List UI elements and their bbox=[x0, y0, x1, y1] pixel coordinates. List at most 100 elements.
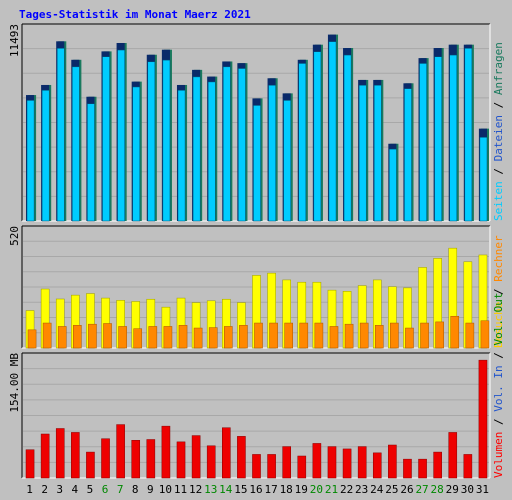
bar-seiten-1 bbox=[26, 100, 35, 222]
x-label-15: 15 bbox=[234, 483, 247, 496]
bar-rechner-19 bbox=[299, 322, 309, 349]
bar-seiten-17 bbox=[268, 85, 276, 222]
x-label-26: 26 bbox=[400, 483, 413, 496]
bar-rechner-12 bbox=[193, 327, 203, 349]
x-label-9: 9 bbox=[147, 483, 154, 496]
bar-volumen-2 bbox=[40, 433, 50, 479]
x-label-4: 4 bbox=[72, 483, 79, 496]
bar-rechner-20 bbox=[314, 322, 324, 349]
volume-bars bbox=[25, 359, 488, 479]
bar-seiten-25 bbox=[389, 148, 397, 222]
bar-rechner-2 bbox=[42, 322, 52, 349]
bar-volumen-10 bbox=[161, 425, 171, 479]
bar-volumen-24 bbox=[372, 452, 382, 479]
bar-seiten-14 bbox=[223, 66, 231, 222]
bar-seiten-24 bbox=[373, 85, 382, 222]
bar-volumen-29 bbox=[448, 432, 458, 479]
bar-seiten-26 bbox=[404, 88, 412, 222]
x-label-14: 14 bbox=[219, 483, 233, 496]
x-label-12: 12 bbox=[189, 483, 202, 496]
bar-rechner-11 bbox=[178, 325, 188, 349]
bar-volumen-16 bbox=[252, 454, 261, 479]
legend-separator: / bbox=[492, 346, 505, 366]
x-label-20: 20 bbox=[310, 483, 323, 496]
legend-separator: / bbox=[492, 161, 505, 181]
x-label-6: 6 bbox=[102, 483, 109, 496]
bar-volumen-27 bbox=[418, 458, 427, 479]
x-label-18: 18 bbox=[280, 483, 293, 496]
bar-rechner-15 bbox=[239, 325, 248, 349]
bar-volumen-25 bbox=[388, 444, 397, 479]
bar-rechner-28 bbox=[435, 321, 444, 349]
legend-item: Vol. In bbox=[492, 365, 505, 411]
x-label-30: 30 bbox=[461, 483, 474, 496]
bar-rechner-31 bbox=[480, 320, 490, 349]
bar-seiten-13 bbox=[207, 81, 216, 222]
bar-rechner-7 bbox=[118, 326, 127, 349]
bar-seiten-3 bbox=[56, 48, 65, 222]
top-y-max-label: 11493 bbox=[8, 24, 21, 57]
bar-seiten-8 bbox=[132, 86, 141, 222]
bar-volumen-20 bbox=[312, 443, 322, 479]
bar-volumen-4 bbox=[71, 432, 80, 479]
x-label-8: 8 bbox=[132, 483, 139, 496]
bar-seiten-2 bbox=[41, 90, 50, 222]
x-label-23: 23 bbox=[355, 483, 368, 496]
bar-seiten-5 bbox=[87, 103, 95, 222]
bar-seiten-15 bbox=[238, 68, 246, 222]
bar-rechner-18 bbox=[284, 322, 293, 349]
bar-rechner-23 bbox=[359, 322, 369, 349]
legend-item: Dateien bbox=[492, 115, 505, 161]
bar-rechner-25 bbox=[390, 322, 399, 349]
x-label-27: 27 bbox=[415, 483, 428, 496]
x-label-19: 19 bbox=[295, 483, 308, 496]
bar-rechner-6 bbox=[103, 323, 112, 349]
bar-volumen-23 bbox=[357, 446, 367, 479]
x-label-16: 16 bbox=[249, 483, 262, 496]
legend-item: Volumen bbox=[492, 432, 505, 478]
bar-volumen-9 bbox=[146, 439, 156, 479]
bar-volumen-28 bbox=[433, 451, 442, 479]
bar-rechner-8 bbox=[133, 328, 143, 349]
bar-seiten-18 bbox=[283, 100, 291, 222]
bar-volumen-3 bbox=[55, 428, 65, 479]
legend-separator: / bbox=[492, 412, 505, 432]
bar-volumen-21 bbox=[327, 446, 337, 479]
legend-item: Anfragen bbox=[492, 42, 505, 95]
bar-seiten-22 bbox=[343, 54, 352, 222]
bar-seiten-11 bbox=[177, 90, 186, 222]
bar-volumen-17 bbox=[267, 454, 276, 479]
legend-separator: / bbox=[492, 95, 505, 115]
bar-rechner-10 bbox=[163, 326, 173, 349]
bar-rechner-24 bbox=[374, 325, 384, 349]
x-label-5: 5 bbox=[87, 483, 94, 496]
x-label-7: 7 bbox=[117, 483, 124, 496]
x-label-21: 21 bbox=[325, 483, 338, 496]
x-label-1: 1 bbox=[26, 483, 33, 496]
bar-volumen-30 bbox=[463, 454, 473, 479]
legend-item: Besuche bbox=[492, 302, 505, 348]
legend-item: Vol. Out bbox=[492, 293, 505, 346]
x-label-13: 13 bbox=[204, 483, 217, 496]
mid-y-max-label: 520 bbox=[8, 226, 21, 246]
bar-seiten-21 bbox=[328, 41, 337, 222]
bottom-legend: Volumen / Vol. In / Vol. Out bbox=[492, 293, 505, 478]
bar-rechner-3 bbox=[57, 326, 67, 349]
bar-rechner-27 bbox=[420, 322, 429, 349]
bar-seiten-6 bbox=[102, 56, 110, 222]
requests-bars bbox=[26, 34, 489, 222]
bar-volumen-15 bbox=[237, 436, 246, 479]
bar-seiten-16 bbox=[253, 105, 261, 222]
bar-seiten-29 bbox=[449, 54, 458, 222]
mid-legend: Besuche / Rechner bbox=[492, 235, 505, 348]
bar-rechner-22 bbox=[344, 323, 354, 349]
x-label-28: 28 bbox=[431, 483, 444, 496]
bar-rechner-4 bbox=[73, 325, 82, 349]
x-label-31: 31 bbox=[476, 483, 489, 496]
bar-rechner-9 bbox=[148, 326, 158, 349]
bar-volumen-6 bbox=[101, 438, 110, 479]
bottom-y-max-label: 154.00 MB bbox=[8, 353, 21, 413]
bar-seiten-23 bbox=[358, 85, 367, 222]
